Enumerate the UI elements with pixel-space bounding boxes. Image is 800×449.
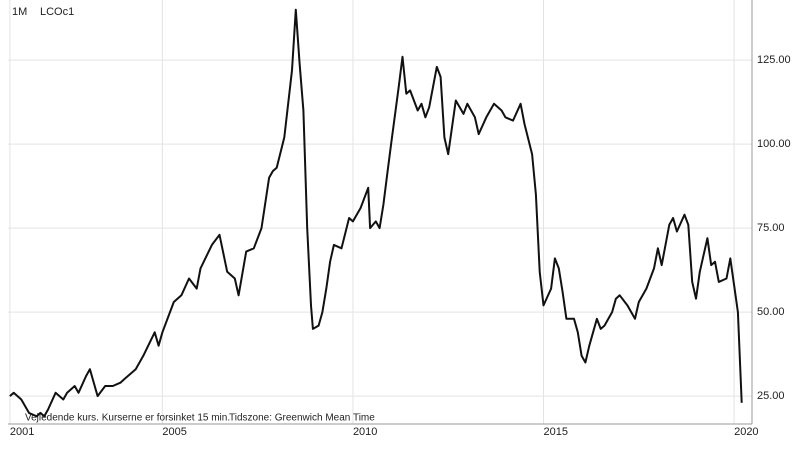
y-tick-label: 100.00 bbox=[757, 138, 791, 150]
timezone: Tidszone: Greenwich Mean Time bbox=[229, 413, 375, 424]
x-tick-label: 2020 bbox=[734, 426, 758, 438]
x-tick-label: 2015 bbox=[544, 426, 568, 438]
y-tick-label: 25.00 bbox=[757, 390, 785, 402]
symbol: LCOc1 bbox=[40, 6, 74, 18]
x-tick-label: 2010 bbox=[353, 426, 377, 438]
price-line bbox=[9, 8, 743, 418]
period: 1M bbox=[12, 6, 27, 18]
y-tick-label: 125.00 bbox=[757, 54, 791, 66]
footnote: Vejledende kurs. Kurserne er forsinket 1… bbox=[25, 413, 230, 424]
x-tick-label: 2005 bbox=[162, 426, 186, 438]
y-tick-label: 75.00 bbox=[757, 222, 785, 234]
x-tick-label: 2001 bbox=[10, 426, 34, 438]
y-tick-label: 50.00 bbox=[757, 306, 785, 318]
